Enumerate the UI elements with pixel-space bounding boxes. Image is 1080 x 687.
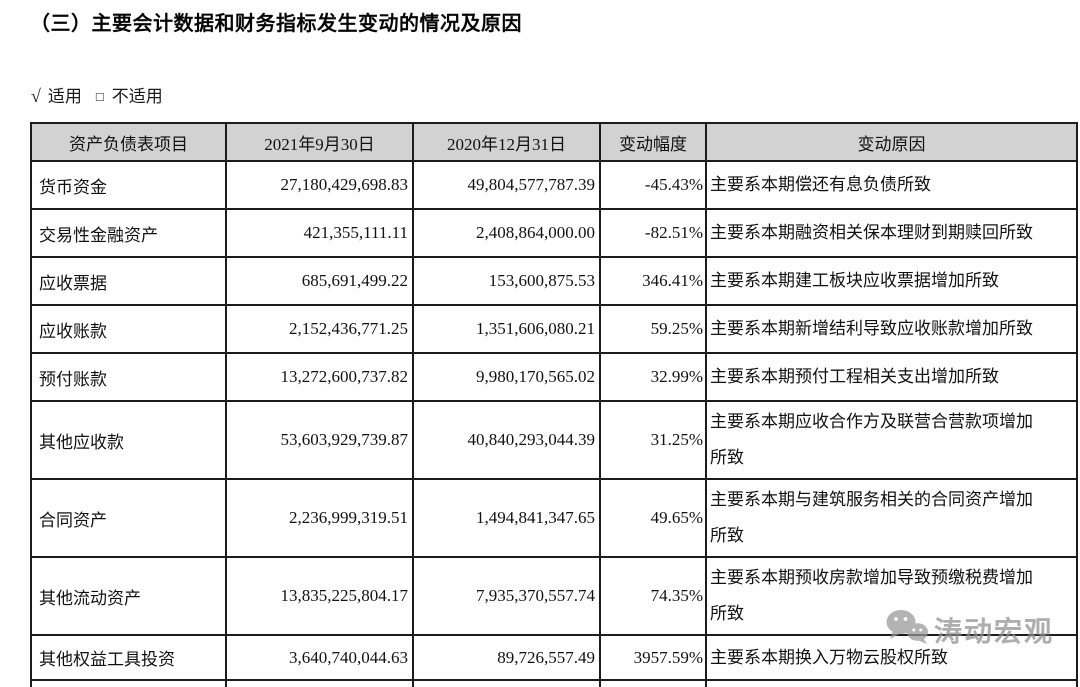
cell-reason: 主要系本期新增结利导致应收账款增加所致 [705,304,1078,354]
table-row: 应收票据 685,691,499.22 153,600,875.53 346.4… [30,256,1078,306]
table-row: 货币资金 27,180,429,698.83 49,804,577,787.39… [30,160,1078,210]
cell-reason: 主要系本期预收房款增加导致预缴税费增加 所致 [705,556,1078,636]
cell-previous: 1,351,606,080.21 [412,304,601,354]
cell-reason: 主要系本期与建筑服务相关的合同资产增加 所致 [705,478,1078,558]
cell-item: 合同资产 [30,478,227,558]
cell-current: 13,272,600,737.82 [225,352,414,402]
cell-previous: 49,804,577,787.39 [412,160,601,210]
cell-item: 应收账款 [30,304,227,354]
cell-previous: 9,980,170,565.02 [412,352,601,402]
table-row: 其他权益工具投资 3,640,740,044.63 89,726,557.49 … [30,634,1078,681]
table-header-row: 资产负债表项目 2021年9月30日 2020年12月31日 变动幅度 变动原因 [30,122,1078,162]
cell-current: 13,835,225,804.17 [225,556,414,636]
cell-previous: 153,600,875.53 [412,256,601,306]
cell-change-pct: 74.35% [599,556,707,636]
cell-current: 53,603,929,739.87 [225,400,414,480]
cell-item: 其他应收款 [30,400,227,480]
cell-previous: 89,726,557.49 [412,634,601,681]
cell-item: 预付账款 [30,352,227,402]
cell-current: 2,152,436,771.25 [225,304,414,354]
cell-change-pct: 3957.59% [599,634,707,681]
cell-reason: 主要系本期融资相关保本理财到期赎回所致 [705,208,1078,258]
cell-current: 27,180,429,698.83 [225,160,414,210]
table-row-clipped [30,679,1078,687]
cell-previous: 7,935,370,557.74 [412,556,601,636]
not-applicable-checkbox: □ [95,89,104,104]
not-applicable-label: 不适用 [111,87,163,106]
cell-reason: 主要系本期应收合作方及联营合营款项增加 所致 [705,400,1078,480]
cell-current: 2,236,999,319.51 [225,478,414,558]
cell-reason: 主要系本期预付工程相关支出增加所致 [705,352,1078,402]
applicable-check-mark: √ [31,86,41,106]
balance-sheet-change-table: 资产负债表项目 2021年9月30日 2020年12月31日 变动幅度 变动原因… [30,122,1078,687]
section-title: （三）主要会计数据和财务指标发生变动的情况及原因 [30,13,522,35]
cell-item: 其他流动资产 [30,556,227,636]
cell-change-pct: -82.51% [599,208,707,258]
cell-current: 685,691,499.22 [225,256,414,306]
cell-current: 3,640,740,044.63 [225,634,414,681]
cell-previous: 40,840,293,044.39 [412,400,601,480]
cell-item: 货币资金 [30,160,227,210]
cell-item: 应收票据 [30,256,227,306]
column-header-reason: 变动原因 [705,122,1078,162]
cell-change-pct: 59.25% [599,304,707,354]
table-row: 预付账款 13,272,600,737.82 9,980,170,565.02 … [30,352,1078,402]
column-header-current-date: 2021年9月30日 [225,122,414,162]
table-row: 其他应收款 53,603,929,739.87 40,840,293,044.3… [30,400,1078,480]
cell-current: 421,355,111.11 [225,208,414,258]
cell-reason: 主要系本期偿还有息负债所致 [705,160,1078,210]
table-row: 交易性金融资产 421,355,111.11 2,408,864,000.00 … [30,208,1078,258]
table-row: 其他流动资产 13,835,225,804.17 7,935,370,557.7… [30,556,1078,636]
applicable-label: 适用 [47,87,82,106]
column-header-previous-date: 2020年12月31日 [412,122,601,162]
cell-change-pct: 346.41% [599,256,707,306]
column-header-item: 资产负债表项目 [30,122,227,162]
applicability-line: √ 适用 □ 不适用 [31,82,163,107]
table-row: 合同资产 2,236,999,319.51 1,494,841,347.65 4… [30,478,1078,558]
cell-item: 交易性金融资产 [30,208,227,258]
cell-item: 其他权益工具投资 [30,634,227,681]
cell-change-pct: 32.99% [599,352,707,402]
cell-reason: 主要系本期换入万物云股权所致 [705,634,1078,681]
cell-change-pct: -45.43% [599,160,707,210]
cell-previous: 1,494,841,347.65 [412,478,601,558]
cell-reason: 主要系本期建工板块应收票据增加所致 [705,256,1078,306]
column-header-change: 变动幅度 [599,122,707,162]
cell-change-pct: 49.65% [599,478,707,558]
table-row: 应收账款 2,152,436,771.25 1,351,606,080.21 5… [30,304,1078,354]
cell-previous: 2,408,864,000.00 [412,208,601,258]
cell-change-pct: 31.25% [599,400,707,480]
